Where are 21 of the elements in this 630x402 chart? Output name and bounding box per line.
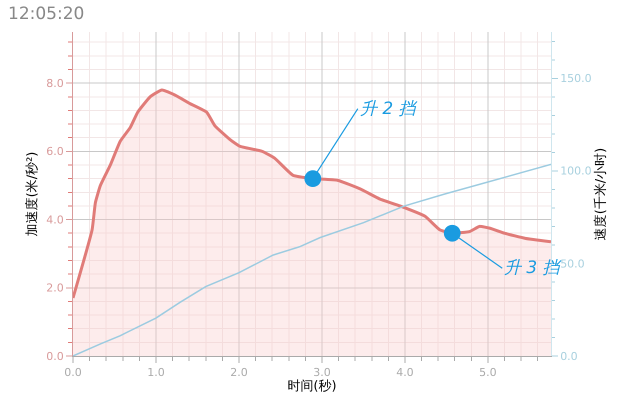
y-tick-label: 0.0 (46, 350, 64, 363)
x-tick-label: 0.0 (64, 366, 82, 380)
x-tick-label: 3.0 (313, 366, 331, 380)
x-axis-title: 时间(秒) (287, 379, 337, 394)
annotation: 升 3 挡 (504, 258, 562, 278)
y-axis-title: 加速度(米/秒²) (24, 152, 40, 236)
y2-tick-label: 150.0 (560, 72, 592, 86)
x-tick-label: 5.0 (479, 366, 497, 380)
y-tick-label: 8.0 (46, 77, 64, 90)
y2-tick-label: 0.0 (560, 350, 578, 363)
y-tick-label: 6.0 (46, 145, 64, 158)
x-tick-label: 1.0 (147, 366, 165, 380)
y-tick-label: 4.0 (46, 213, 64, 226)
y2-tick-label: 50.0 (560, 257, 585, 270)
y2-tick-label: 100.0 (560, 164, 592, 178)
x-tick-label: 2.0 (230, 366, 248, 380)
annotation: 升 2 挡 (360, 99, 418, 119)
text: 12:05:20 (8, 4, 84, 24)
x-tick-label: 4.0 (396, 366, 414, 380)
y2-axis-title: 速度(千米/小时) (592, 148, 608, 240)
y-tick-label: 2.0 (46, 282, 64, 295)
